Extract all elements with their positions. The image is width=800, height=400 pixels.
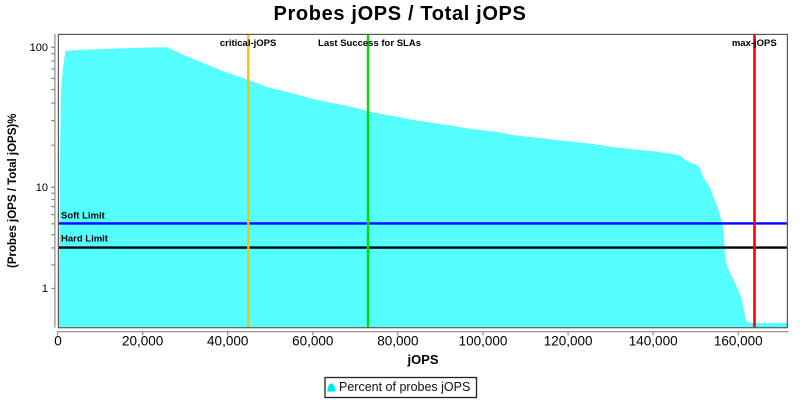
svg-text:max-jOPS: max-jOPS: [732, 38, 777, 49]
svg-text:Soft Limit: Soft Limit: [61, 210, 106, 221]
svg-text:Hard Limit: Hard Limit: [61, 234, 109, 245]
svg-text:140,000: 140,000: [629, 334, 678, 349]
svg-text:100: 100: [30, 42, 48, 54]
svg-text:critical-jOPS: critical-jOPS: [220, 38, 277, 49]
svg-text:80,000: 80,000: [377, 334, 418, 349]
svg-text:20,000: 20,000: [122, 334, 163, 349]
svg-text:Percent of probes jOPS: Percent of probes jOPS: [339, 380, 470, 394]
svg-text:1: 1: [42, 283, 48, 295]
svg-text:0: 0: [54, 334, 62, 349]
svg-text:jOPS: jOPS: [406, 352, 438, 367]
svg-text:10: 10: [36, 182, 48, 194]
svg-text:Last Success for SLAs: Last Success for SLAs: [318, 38, 421, 49]
svg-text:120,000: 120,000: [544, 334, 593, 349]
svg-text:(Probes jOPS / Total jOPS)%: (Probes jOPS / Total jOPS)%: [7, 114, 19, 268]
svg-text:100,000: 100,000: [459, 334, 508, 349]
svg-text:60,000: 60,000: [292, 334, 333, 349]
svg-text:Probes jOPS / Total jOPS: Probes jOPS / Total jOPS: [273, 3, 526, 25]
svg-text:40,000: 40,000: [207, 334, 248, 349]
svg-text:160,000: 160,000: [714, 334, 763, 349]
